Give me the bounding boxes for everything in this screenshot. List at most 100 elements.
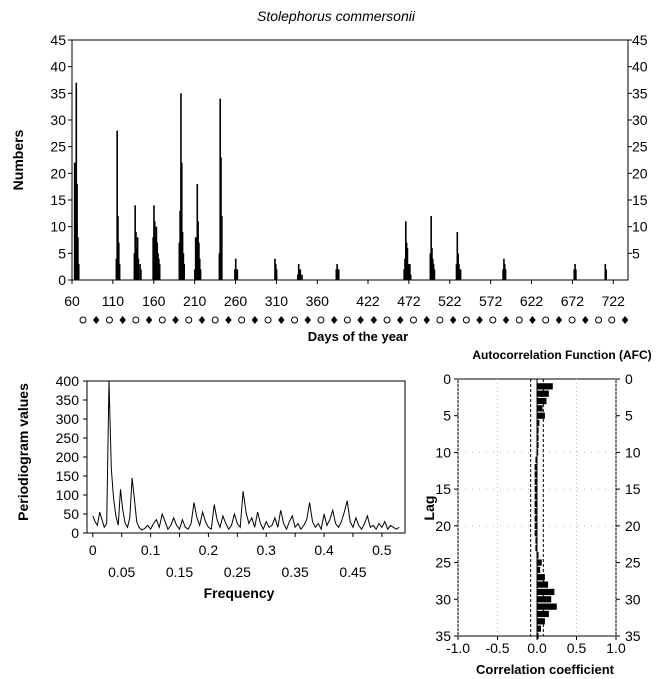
ts-bar: [221, 216, 223, 280]
ts-bar: [575, 269, 577, 280]
new-moon-marker: [476, 316, 483, 324]
new-moon-marker: [423, 316, 430, 324]
ts-bar: [137, 258, 140, 280]
ts-bar: [409, 274, 412, 280]
acf-bar: [535, 537, 537, 544]
ts-bar: [198, 242, 200, 280]
periodogram-chart: 0 50 100 150 200 250 300 350 400 0 0.1 0.2 0.3 0.4 0.…: [15, 373, 406, 601]
ts-bar: [432, 264, 435, 280]
ts-bar: [136, 237, 139, 280]
full-moon-marker: [79, 316, 87, 324]
acf-bar: [537, 588, 555, 596]
ts-right-tick-label: 15: [632, 192, 648, 208]
acf-bar: [537, 405, 543, 412]
ts-bar: [431, 258, 434, 280]
ts-bars: [73, 82, 607, 281]
acf-bar: [537, 574, 545, 581]
full-moon-marker: [462, 316, 470, 324]
new-moon-marker: [225, 316, 232, 324]
pg-x-axis-label: Frequency: [204, 585, 275, 601]
acf-chart: Autocorrelation Function (AFC) 0 0 5 5 10 10 1…: [421, 348, 652, 677]
full-moon-marker: [436, 316, 444, 324]
acf-bar: [534, 486, 537, 493]
ts-bar: [182, 253, 185, 280]
ts-bar: [179, 210, 181, 280]
acf-x-axis-label: Correlation coefficient: [476, 662, 615, 677]
ts-bar: [573, 269, 576, 280]
ts-bar: [458, 269, 461, 280]
ts-bar: [135, 232, 137, 280]
ts-bar: [406, 248, 409, 280]
ts-bar: [234, 269, 236, 280]
full-moon-marker: [317, 316, 325, 324]
acf-left-tick-label: 35: [435, 628, 451, 644]
ts-left-y-ticks: 0 5 10 15 20 25 30 35 40 45: [50, 32, 72, 288]
ts-bar: [158, 264, 161, 280]
ts-bar: [153, 205, 155, 280]
ts-x-axis-label: Days of the year: [308, 329, 408, 344]
ts-bar: [336, 264, 338, 280]
ts-bar: [408, 269, 410, 280]
ts-x-tick-label: 672: [561, 293, 585, 309]
new-moon-marker: [330, 316, 338, 324]
pg-y-tick-label: 200: [56, 449, 80, 465]
new-moon-marker: [278, 316, 285, 324]
new-moon-marker: [357, 316, 364, 324]
ts-bar: [134, 205, 136, 280]
acf-bar: [537, 566, 541, 574]
ts-bar: [77, 264, 80, 280]
acf-bar: [537, 419, 540, 427]
acf-bar: [537, 596, 552, 603]
acf-bar: [534, 471, 537, 478]
ts-bar: [77, 237, 79, 280]
new-moon-marker: [621, 316, 629, 324]
ts-x-tick-label: 422: [356, 293, 380, 309]
ts-bar: [115, 258, 118, 280]
ts-right-tick-label: 5: [632, 245, 640, 261]
ts-x-tick-label: 522: [438, 293, 462, 309]
acf-right-tick-label: 35: [625, 628, 641, 644]
ts-bar: [433, 269, 436, 280]
acf-left-tick-label: 20: [435, 518, 451, 534]
acf-bar: [537, 434, 539, 441]
full-moon-marker: [238, 316, 246, 324]
ts-bar: [274, 258, 276, 280]
acf-bar: [537, 397, 547, 405]
ts-right-tick-label: 25: [632, 139, 648, 155]
ts-x-tick-label: 310: [265, 293, 289, 309]
acf-right-tick-label: 20: [625, 518, 641, 534]
moon-phase-markers: [79, 316, 629, 324]
new-moon-marker: [449, 316, 457, 324]
acf-bar: [537, 625, 541, 632]
ts-bar: [153, 221, 156, 280]
ts-bar: [194, 237, 197, 280]
pg-x-tick-label: 0.3: [257, 542, 277, 558]
full-moon-marker: [343, 316, 351, 324]
acf-left-tick-label: 30: [435, 591, 451, 607]
ts-bar: [337, 269, 340, 280]
ts-bar: [403, 269, 405, 280]
ts-x-tick-label: 572: [479, 293, 503, 309]
acf-left-tick-label: 15: [435, 481, 451, 497]
pg-x-tick-label: 0.35: [282, 564, 309, 580]
ts-bar: [73, 162, 76, 280]
full-moon-marker: [185, 316, 193, 324]
pg-y-tick-label: 100: [56, 487, 80, 503]
ts-bar: [404, 258, 406, 280]
pg-series-line: [92, 380, 400, 531]
acf-x-ticks: -1.0 -0.5 0.0 0.5 1.0: [446, 636, 626, 656]
ts-bar: [139, 264, 141, 280]
pg-x-tick-label: 0.2: [199, 542, 219, 558]
ts-bar: [154, 237, 157, 280]
ts-bar: [194, 269, 196, 280]
ts-bar: [140, 269, 142, 280]
pg-x-tick-label: 0.1: [141, 542, 161, 558]
ts-bar: [301, 274, 303, 280]
ts-bar: [195, 253, 198, 280]
ts-bar: [181, 232, 184, 280]
new-moon-marker: [119, 316, 126, 324]
acf-bar: [537, 581, 549, 588]
pg-x-tick-label: 0: [89, 542, 97, 558]
ts-bar: [503, 258, 505, 280]
